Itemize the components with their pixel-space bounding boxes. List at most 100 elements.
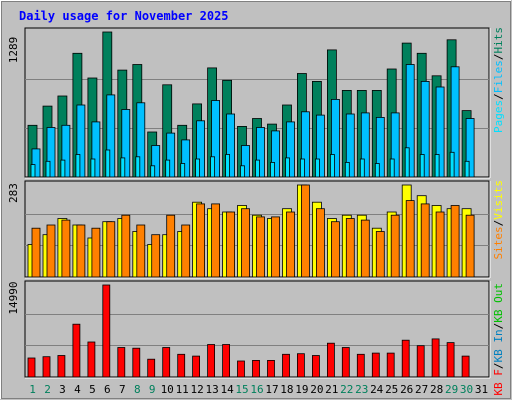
bar-kb-f-day-24 xyxy=(371,352,380,378)
bar-files-day-15 xyxy=(241,145,250,178)
bar-kb-f-day-10 xyxy=(162,347,171,378)
bar-pages-day-27 xyxy=(419,154,425,178)
day-label-22: 22 xyxy=(340,383,353,396)
bar-sites-day-8 xyxy=(136,224,146,278)
day-label-16: 16 xyxy=(250,383,263,396)
bar-files-day-24 xyxy=(375,117,385,178)
legend-sites: Sites xyxy=(492,226,505,259)
day-label-30: 30 xyxy=(460,383,473,396)
day-label-21: 21 xyxy=(325,383,338,396)
bar-sites-day-14 xyxy=(226,211,236,278)
bar-pages-day-24 xyxy=(374,163,380,178)
bar-files-day-11 xyxy=(181,139,191,178)
bar-files-day-4 xyxy=(76,104,86,178)
y-max-label-kb: 14990 xyxy=(7,281,20,314)
bar-sites-day-4 xyxy=(76,224,86,278)
bar-files-day-1 xyxy=(31,148,41,178)
bar-kb-f-day-7 xyxy=(117,347,126,378)
bar-sites-day-20 xyxy=(315,208,325,278)
legend-hits: Hits xyxy=(492,27,505,54)
bar-sites-day-24 xyxy=(375,231,385,278)
bar-files-day-10 xyxy=(166,132,176,178)
bar-pages-day-8 xyxy=(135,156,141,178)
bar-files-day-2 xyxy=(46,127,56,178)
day-label-14: 14 xyxy=(220,383,234,396)
legend-kbout: KB Out xyxy=(492,283,505,323)
bar-sites-day-13 xyxy=(211,203,221,278)
bar-kb-f-day-3 xyxy=(57,355,66,378)
bar-pages-day-23 xyxy=(359,158,365,178)
day-label-27: 27 xyxy=(415,383,428,396)
bar-kb-f-day-6 xyxy=(102,284,111,378)
day-label-25: 25 xyxy=(385,383,398,396)
bar-pages-day-18 xyxy=(285,157,290,178)
bar-pages-day-14 xyxy=(225,154,231,178)
bar-kb-f-day-30 xyxy=(461,355,470,378)
bar-sites-day-28 xyxy=(435,211,445,278)
bar-files-day-8 xyxy=(136,102,146,178)
bar-pages-day-3 xyxy=(60,159,66,178)
bar-sites-day-21 xyxy=(330,221,340,278)
bar-kb-f-day-1 xyxy=(27,357,36,378)
day-label-24: 24 xyxy=(370,383,384,396)
day-label-31: 31 xyxy=(475,383,488,396)
bar-kb-f-day-26 xyxy=(401,339,410,378)
bar-files-day-18 xyxy=(286,121,295,178)
bar-sites-day-29 xyxy=(450,205,460,278)
bar-sites-day-1 xyxy=(31,227,41,278)
day-label-19: 19 xyxy=(295,383,308,396)
bar-sites-day-19 xyxy=(300,184,310,278)
bar-files-day-5 xyxy=(91,121,101,178)
day-label-29: 29 xyxy=(445,383,458,396)
bar-sites-day-5 xyxy=(91,227,101,278)
chart-title: Daily usage for November 2025 xyxy=(19,9,229,23)
day-label-2: 2 xyxy=(44,383,51,396)
bar-sites-day-30 xyxy=(465,214,475,278)
bar-sites-day-25 xyxy=(390,214,400,278)
bar-pages-day-6 xyxy=(105,149,111,178)
svg-text:Sites/Visits: Sites/Visits xyxy=(492,180,505,260)
bar-sites-day-9 xyxy=(151,234,161,278)
legend-sep-3: / xyxy=(492,220,505,227)
day-label-11: 11 xyxy=(176,383,189,396)
bar-pages-day-12 xyxy=(195,158,201,178)
bar-kb-f-day-19 xyxy=(296,353,305,378)
day-label-20: 20 xyxy=(310,383,323,396)
bar-sites-day-7 xyxy=(121,214,131,278)
day-label-10: 10 xyxy=(161,383,174,396)
bar-sites-day-18 xyxy=(286,211,295,278)
day-label-13: 13 xyxy=(205,383,218,396)
bar-pages-day-1 xyxy=(30,164,36,178)
bar-files-day-6 xyxy=(106,94,116,178)
bar-pages-day-16 xyxy=(255,159,260,178)
legend-kilobytes: KB F/KB In/KB Out xyxy=(492,283,505,396)
bar-kb-f-day-13 xyxy=(207,344,216,378)
legend-sep-2: / xyxy=(492,54,505,61)
bar-kb-f-day-23 xyxy=(356,353,365,378)
bar-pages-day-17 xyxy=(270,161,275,178)
bar-sites-day-15 xyxy=(241,208,250,278)
bar-files-day-13 xyxy=(211,100,221,178)
day-label-23: 23 xyxy=(355,383,368,396)
day-label-18: 18 xyxy=(280,383,293,396)
day-label-17: 17 xyxy=(265,383,278,396)
bar-sites-day-16 xyxy=(256,216,265,278)
bar-files-day-7 xyxy=(121,109,131,178)
svg-text:Pages/Files/Hits: Pages/Files/Hits xyxy=(492,27,505,133)
bar-sites-day-11 xyxy=(181,224,191,278)
bar-files-day-17 xyxy=(271,130,280,178)
y-max-label-hits: 1289 xyxy=(7,37,20,64)
bar-files-day-14 xyxy=(226,113,236,178)
bar-kb-f-day-21 xyxy=(326,342,335,378)
bar-pages-day-20 xyxy=(314,158,320,178)
bar-sites-day-23 xyxy=(360,219,370,278)
bar-files-day-23 xyxy=(360,112,370,178)
bar-pages-day-28 xyxy=(434,154,440,178)
bar-pages-day-13 xyxy=(210,156,216,178)
bar-kb-f-day-25 xyxy=(386,352,395,378)
bar-kb-f-day-29 xyxy=(446,342,455,378)
legend-sep-4: / xyxy=(492,363,505,370)
bar-kb-f-day-4 xyxy=(72,323,81,378)
bar-pages-day-7 xyxy=(120,157,126,178)
bar-files-day-30 xyxy=(465,118,475,178)
